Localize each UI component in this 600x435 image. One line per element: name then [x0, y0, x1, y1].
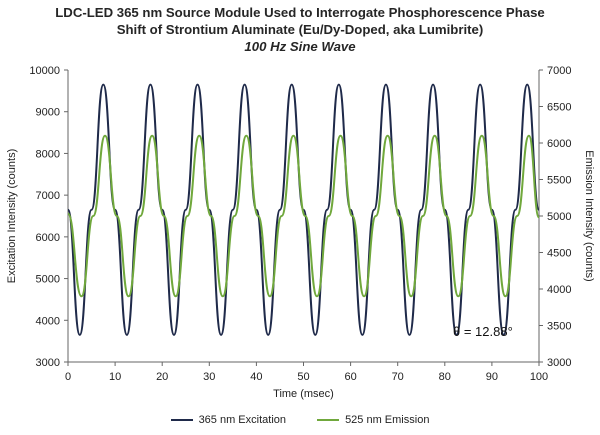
y2-tick-label: 5500: [547, 175, 571, 187]
y2-tick-label: 4500: [547, 248, 571, 260]
x-tick-label: 100: [530, 371, 548, 383]
legend-item-emission: 525 nm Emission: [317, 414, 429, 426]
y2-tick-label: 5000: [547, 211, 571, 223]
legend-item-excitation: 365 nm Excitation: [170, 414, 286, 426]
y2-axis-label: Emission Intensity (counts): [583, 150, 595, 281]
y-tick-label: 6000: [36, 232, 60, 244]
y2-tick-label: 3500: [547, 321, 571, 333]
y-tick-label: 9000: [36, 107, 60, 119]
chart-axes: [67, 70, 540, 363]
line-chart: 0 10 20 30 40 50 60 70 80 90 100 3000 4000 5000 6000 70…: [6, 65, 595, 400]
chart-title-line-2: Shift of Strontium Aluminate (Eu/Dy-Dope…: [116, 22, 484, 37]
x-tick-label: 60: [344, 371, 356, 383]
x-tick-label: 70: [392, 371, 404, 383]
y2-tick-label: 4000: [547, 284, 571, 296]
x-tick-label: 50: [297, 371, 309, 383]
phase-annotation: θ = 12.88°: [453, 324, 513, 339]
chart-ticks: 0 10 20 30 40 50 60 70 80 90 100 3000 4000 5000 6000 70…: [29, 65, 571, 383]
chart-legend: 365 nm Excitation 525 nm Emission: [0, 414, 600, 426]
chart-series: [67, 83, 540, 336]
chart-subtitle: 100 Hz Sine Wave: [244, 39, 356, 54]
chart-title-line-1: LDC-LED 365 nm Source Module Used to Int…: [55, 5, 545, 20]
y-tick-label: 8000: [36, 148, 60, 160]
legend-label-emission: 525 nm Emission: [345, 414, 430, 426]
legend-swatch-excitation: [170, 419, 193, 422]
y2-tick-label: 6500: [547, 102, 571, 114]
x-tick-label: 10: [109, 371, 121, 383]
y-tick-label: 5000: [36, 274, 60, 286]
y-tick-label: 7000: [36, 190, 60, 202]
y-tick-label: 10000: [29, 65, 60, 77]
y-tick-label: 4000: [36, 315, 60, 327]
x-tick-label: 90: [486, 371, 498, 383]
series-line-emission: [67, 134, 540, 298]
x-axis-label: Time (msec): [273, 388, 334, 400]
y-axis-label: Excitation Intensity (counts): [6, 149, 18, 284]
x-tick-label: 80: [439, 371, 451, 383]
legend-label-excitation: 365 nm Excitation: [198, 414, 286, 426]
legend-swatch-emission: [317, 419, 340, 422]
y2-tick-label: 3000: [547, 357, 571, 369]
x-tick-label: 40: [250, 371, 262, 383]
x-tick-label: 0: [65, 371, 71, 383]
y2-tick-label: 6000: [547, 138, 571, 150]
x-tick-label: 20: [156, 371, 168, 383]
y-tick-label: 3000: [36, 357, 60, 369]
x-tick-label: 30: [203, 371, 215, 383]
y2-tick-label: 7000: [547, 65, 571, 77]
